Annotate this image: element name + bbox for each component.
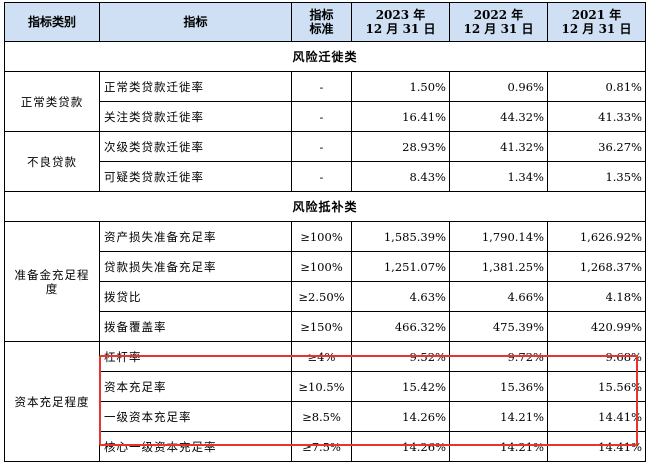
header-date-label: 12 月 31 日 bbox=[561, 22, 632, 36]
indicator-cell: 拨贷比 bbox=[99, 281, 292, 312]
value-2023: 15.42% bbox=[351, 371, 450, 402]
section-title-migration: 风险迁徙类 bbox=[4, 41, 646, 72]
value-2023: 1,251.07% bbox=[351, 251, 450, 282]
indicator-cell: 次级类贷款迁徙率 bbox=[99, 131, 292, 162]
value-2021: 14.41% bbox=[547, 431, 646, 462]
value-2023: 4.63% bbox=[351, 281, 450, 312]
value-2022: 14.21% bbox=[449, 431, 548, 462]
value-2021: 1,268.37% bbox=[547, 251, 646, 282]
value-2023: 466.32% bbox=[351, 311, 450, 342]
table-row: 关注类贷款迁徙率 - 16.41% 44.32% 41.33% bbox=[5, 101, 646, 132]
header-standard-line1: 指标 bbox=[309, 8, 334, 22]
value-2023: 14.26% bbox=[351, 431, 450, 462]
indicator-cell: 资本充足率 bbox=[99, 371, 292, 402]
header-indicator: 指标 bbox=[99, 2, 292, 42]
value-2022: 9.72% bbox=[449, 341, 548, 372]
table-row: 正常类贷款 正常类贷款迁徙率 - 1.50% 0.96% 0.81% bbox=[4, 71, 646, 132]
table-row: 贷款损失准备充足率 ≥100% 1,251.07% 1,381.25% 1,26… bbox=[5, 251, 646, 282]
category-provision-adequacy: 准备金充足程度 bbox=[4, 221, 100, 342]
value-2022: 15.36% bbox=[449, 371, 548, 402]
standard-cell: ≥2.50% bbox=[291, 281, 352, 312]
indicator-cell: 拨备覆盖率 bbox=[99, 311, 292, 342]
value-2021: 41.33% bbox=[547, 101, 646, 132]
section-title-compensation: 风险抵补类 bbox=[4, 191, 646, 222]
indicator-cell: 正常类贷款迁徙率 bbox=[99, 71, 292, 102]
standard-cell: - bbox=[291, 161, 352, 192]
header-date-label: 12 月 31 日 bbox=[463, 22, 534, 36]
value-2022: 1,381.25% bbox=[449, 251, 548, 282]
indicator-cell: 核心一级资本充足率 bbox=[99, 431, 292, 462]
value-2021: 0.81% bbox=[547, 71, 646, 102]
header-year-label: 2021 年 bbox=[571, 8, 622, 22]
value-2022: 1.34% bbox=[449, 161, 548, 192]
value-2023: 1.50% bbox=[351, 71, 450, 102]
standard-cell: ≥4% bbox=[291, 341, 352, 372]
header-year-label: 2023 年 bbox=[375, 8, 426, 22]
table-row: 一级资本充足率 ≥8.5% 14.26% 14.21% 14.41% bbox=[5, 401, 646, 432]
standard-cell: - bbox=[291, 71, 352, 102]
table-row: 准备金充足程度 资产损失准备充足率 ≥100% 1,585.39% 1,790.… bbox=[4, 221, 646, 342]
standard-cell: ≥100% bbox=[291, 221, 352, 252]
value-2023: 8.43% bbox=[351, 161, 450, 192]
value-2021: 1,626.92% bbox=[547, 221, 646, 252]
category-nonperforming-loans: 不良贷款 bbox=[4, 131, 100, 192]
indicator-cell: 贷款损失准备充足率 bbox=[99, 251, 292, 282]
category-capital-adequacy: 资本充足程度 bbox=[4, 341, 100, 462]
header-standard: 指标 标准 bbox=[291, 2, 352, 42]
indicator-cell: 一级资本充足率 bbox=[99, 401, 292, 432]
header-year-2023: 2023 年 12 月 31 日 bbox=[351, 2, 450, 42]
value-2022: 0.96% bbox=[449, 71, 548, 102]
indicator-cell: 资产损失准备充足率 bbox=[99, 221, 292, 252]
value-2021: 36.27% bbox=[547, 131, 646, 162]
standard-cell: - bbox=[291, 131, 352, 162]
table-row: 资本充足率 ≥10.5% 15.42% 15.36% 15.56% bbox=[5, 371, 646, 402]
value-2022: 44.32% bbox=[449, 101, 548, 132]
table-row: 可疑类贷款迁徙率 - 8.43% 1.34% 1.35% bbox=[5, 161, 646, 192]
table-header-row: 指标类别 指标 指标 标准 2023 年 12 月 31 日 2022 年 12… bbox=[4, 2, 646, 42]
section-row: 风险抵补类 bbox=[4, 191, 646, 222]
header-standard-line2: 标准 bbox=[309, 22, 334, 36]
value-2021: 14.41% bbox=[547, 401, 646, 432]
indicator-cell: 可疑类贷款迁徙率 bbox=[99, 161, 292, 192]
value-2023: 14.26% bbox=[351, 401, 450, 432]
table-row: 拨贷比 ≥2.50% 4.63% 4.66% 4.18% bbox=[5, 281, 646, 312]
value-2021: 9.68% bbox=[547, 341, 646, 372]
value-2023: 9.52% bbox=[351, 341, 450, 372]
table-row: 资本充足程度 杠杆率 ≥4% 9.52% 9.72% 9.68% bbox=[4, 341, 646, 462]
value-2023: 28.93% bbox=[351, 131, 450, 162]
table-row: 拨备覆盖率 ≥150% 466.32% 475.39% 420.99% bbox=[5, 311, 646, 342]
value-2023: 16.41% bbox=[351, 101, 450, 132]
value-2021: 4.18% bbox=[547, 281, 646, 312]
header-year-label: 2022 年 bbox=[473, 8, 524, 22]
header-date-label: 12 月 31 日 bbox=[365, 22, 436, 36]
value-2021: 420.99% bbox=[547, 311, 646, 342]
standard-cell: ≥8.5% bbox=[291, 401, 352, 432]
value-2022: 41.32% bbox=[449, 131, 548, 162]
section-row: 风险迁徙类 bbox=[4, 41, 646, 72]
value-2022: 4.66% bbox=[449, 281, 548, 312]
value-2022: 475.39% bbox=[449, 311, 548, 342]
standard-cell: ≥10.5% bbox=[291, 371, 352, 402]
value-2022: 14.21% bbox=[449, 401, 548, 432]
value-2021: 15.56% bbox=[547, 371, 646, 402]
value-2023: 1,585.39% bbox=[351, 221, 450, 252]
standard-cell: ≥150% bbox=[291, 311, 352, 342]
table-row: 不良贷款 次级类贷款迁徙率 - 28.93% 41.32% 36.27% bbox=[4, 131, 646, 192]
risk-indicator-table: 指标类别 指标 指标 标准 2023 年 12 月 31 日 2022 年 12… bbox=[4, 2, 646, 462]
category-normal-loans: 正常类贷款 bbox=[4, 71, 100, 132]
value-2022: 1,790.14% bbox=[449, 221, 548, 252]
standard-cell: ≥100% bbox=[291, 251, 352, 282]
header-year-2022: 2022 年 12 月 31 日 bbox=[449, 2, 548, 42]
standard-cell: ≥7.5% bbox=[291, 431, 352, 462]
table-row: 核心一级资本充足率 ≥7.5% 14.26% 14.21% 14.41% bbox=[5, 431, 646, 462]
indicator-cell: 关注类贷款迁徙率 bbox=[99, 101, 292, 132]
header-category: 指标类别 bbox=[4, 2, 100, 42]
header-year-2021: 2021 年 12 月 31 日 bbox=[547, 2, 646, 42]
value-2021: 1.35% bbox=[547, 161, 646, 192]
indicator-cell: 杠杆率 bbox=[99, 341, 292, 372]
standard-cell: - bbox=[291, 101, 352, 132]
